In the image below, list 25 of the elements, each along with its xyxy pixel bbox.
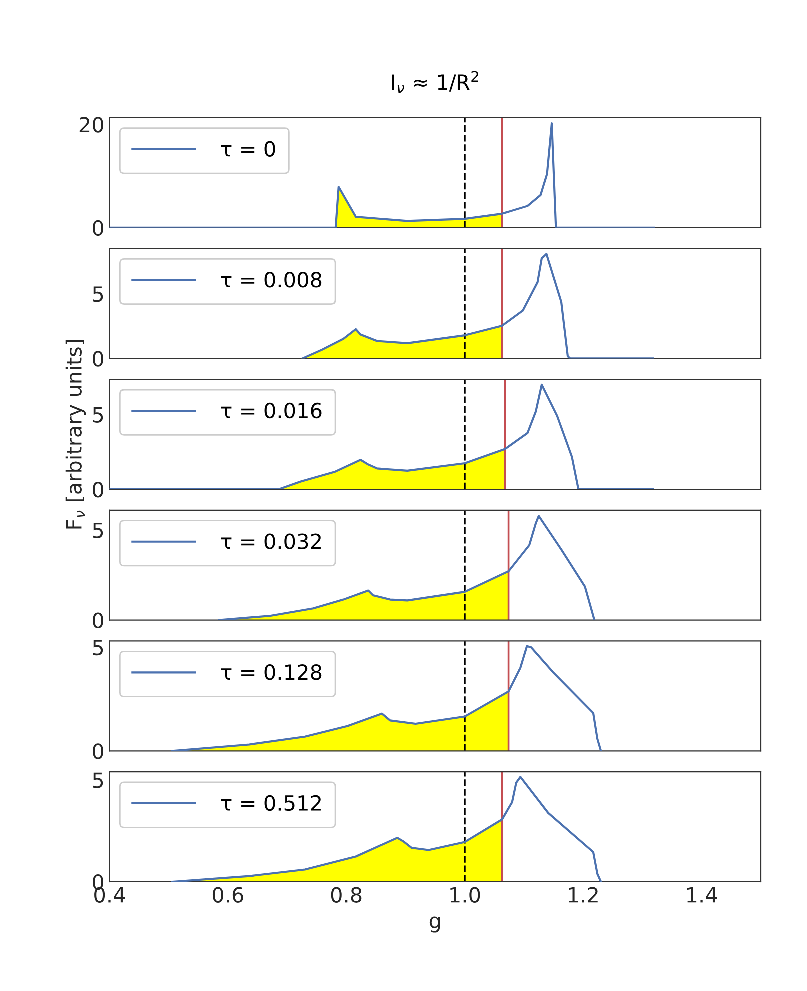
y-tick-label: 20 (80, 117, 104, 133)
y-tick-label: 0 (93, 351, 104, 367)
x-tick-label: 0.6 (212, 887, 244, 903)
legend-label: τ = 0 (221, 141, 276, 157)
x-tick-label: 1.0 (450, 887, 480, 903)
y-tick-label: 0 (93, 482, 104, 498)
x-tick-label: 1.4 (688, 887, 718, 903)
y-tick-label: 0 (93, 612, 104, 629)
x-tick-label: 1.2 (569, 887, 598, 903)
y-tick-label: 5 (93, 286, 104, 302)
x-tick-label: 0.8 (331, 887, 362, 903)
legend-label: τ = 0.032 (221, 534, 321, 550)
y-tick-label: 5 (93, 772, 104, 788)
legend-label: τ = 0.512 (221, 795, 321, 812)
legend-label: τ = 0.128 (221, 664, 322, 680)
x-axis-title: g (430, 916, 440, 933)
y-tick-label: 0 (93, 744, 104, 760)
legend-label: τ = 0.008 (221, 272, 322, 288)
y-tick-label: 5 (93, 522, 104, 538)
y-tick-label: 0 (93, 220, 104, 236)
chart-title: I$_{ν}$ ≈ 1/R$^{2}$ (392, 71, 478, 94)
y-axis-title: F$_{ν}$ [arbitrary units] (66, 340, 86, 529)
y-tick-label: 5 (93, 640, 104, 656)
legend-label: τ = 0.016 (221, 402, 322, 419)
y-tick-label: 5 (93, 407, 104, 423)
